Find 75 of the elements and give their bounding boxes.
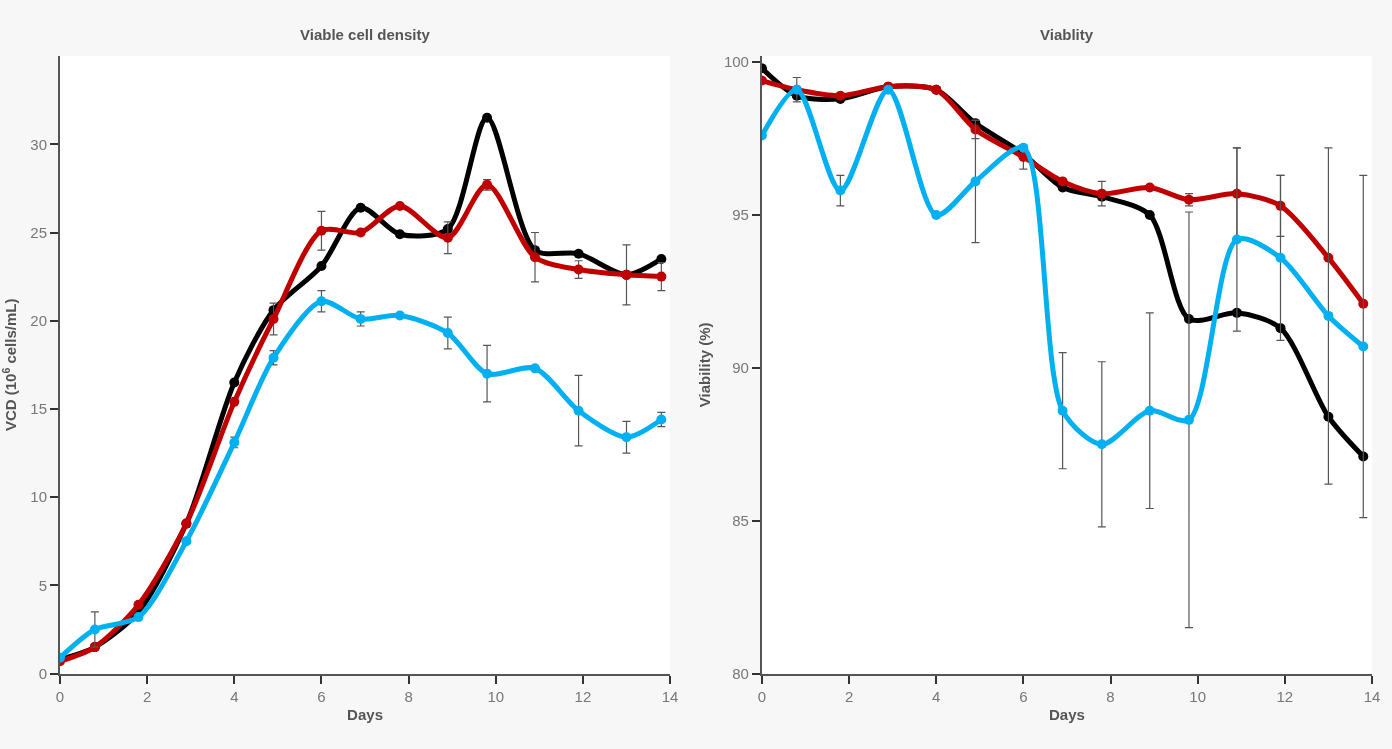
point [181, 536, 192, 547]
x-tick-label: 12 [1276, 687, 1294, 705]
point [970, 176, 981, 187]
y-axis-title: Viability (%) [695, 322, 713, 408]
point [529, 363, 540, 374]
point [394, 229, 405, 240]
point [1096, 439, 1107, 450]
x-tick-label: 2 [844, 687, 854, 705]
point [1144, 182, 1155, 193]
point [316, 261, 327, 272]
point [316, 296, 327, 307]
x-axis-title: Days [347, 706, 383, 724]
point [1144, 405, 1155, 416]
x-tick-label: 0 [55, 687, 65, 705]
y-tick-label: 15 [30, 400, 47, 418]
point [442, 328, 453, 339]
x-tick-label: 4 [932, 687, 941, 705]
point [316, 225, 327, 236]
y-tick-label: 10 [30, 488, 47, 506]
x-tick-label: 10 [1189, 687, 1207, 705]
point [394, 201, 405, 212]
point [1144, 210, 1155, 221]
point [133, 599, 144, 610]
x-axis-title: Days [1049, 706, 1085, 724]
point [573, 248, 584, 259]
point [656, 253, 667, 264]
point [229, 396, 240, 407]
point [482, 112, 493, 123]
y-tick-label: 25 [30, 223, 47, 241]
point [1183, 414, 1194, 425]
point [1275, 252, 1286, 263]
x-tick-label: 10 [487, 687, 505, 705]
y-tick-label: 80 [732, 664, 749, 682]
point [355, 227, 366, 238]
point [268, 313, 279, 324]
x-tick-label: 6 [1019, 687, 1028, 705]
y-tick-label: 5 [38, 576, 47, 594]
point [442, 232, 453, 243]
point [931, 210, 942, 221]
x-tick-label: 14 [661, 687, 679, 705]
point [573, 264, 584, 275]
point [355, 202, 366, 213]
chart-title: Viablity [1040, 26, 1094, 43]
x-tick-label: 4 [230, 687, 239, 705]
x-tick-label: 14 [1363, 687, 1381, 705]
point [133, 612, 144, 623]
point [1057, 176, 1068, 187]
y-tick-label: 90 [732, 359, 749, 377]
point [482, 368, 493, 379]
x-tick-label: 0 [757, 687, 767, 705]
y-tick-label: 30 [30, 135, 47, 153]
point [229, 377, 240, 388]
x-tick-label: 8 [1106, 687, 1115, 705]
point [394, 310, 405, 321]
point [1057, 405, 1068, 416]
point [621, 432, 632, 443]
point [656, 271, 667, 282]
y-tick-label: 100 [723, 53, 749, 71]
x-tick-label: 6 [317, 687, 326, 705]
point [1018, 142, 1029, 153]
point [835, 185, 846, 196]
point [89, 624, 100, 635]
x-tick-label: 2 [142, 687, 152, 705]
point [1323, 310, 1334, 321]
point [573, 405, 584, 416]
x-tick-label: 12 [574, 687, 592, 705]
y-tick-label: 85 [732, 511, 749, 529]
point [1231, 234, 1242, 245]
y-tick-label: 20 [30, 311, 47, 329]
point [529, 252, 540, 263]
y-tick-label: 0 [38, 664, 47, 682]
x-tick-label: 8 [404, 687, 413, 705]
point [1358, 341, 1369, 352]
y-tick-label: 95 [732, 206, 749, 224]
chart-title: Viable cell density [300, 26, 431, 43]
